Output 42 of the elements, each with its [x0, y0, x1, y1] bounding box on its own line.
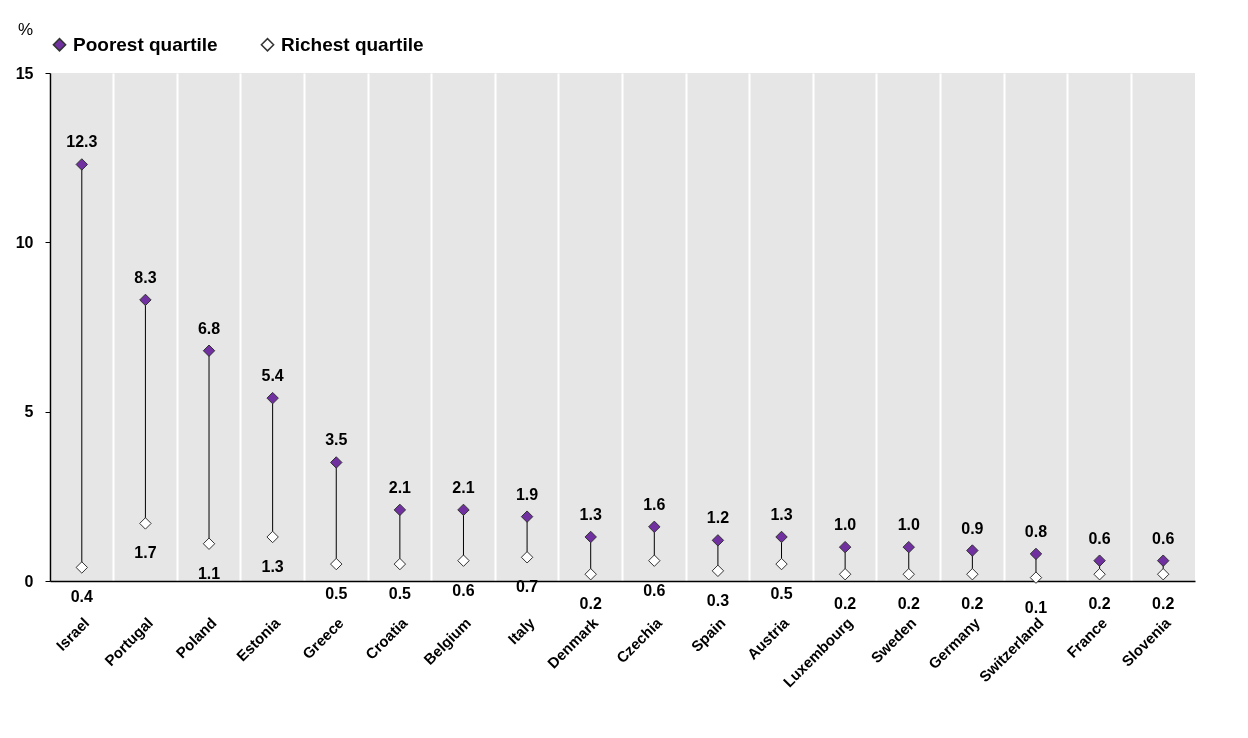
data-label: 0.2	[1088, 595, 1111, 613]
y-tick-label: 0	[24, 572, 34, 590]
data-label: 1.2	[706, 509, 730, 527]
data-label: 0.5	[325, 585, 348, 603]
data-label: 0.2	[961, 595, 984, 613]
data-label: 0.5	[770, 585, 793, 603]
data-label: 5.4	[261, 367, 284, 385]
y-tick-label: 5	[24, 403, 34, 421]
data-label: 1.3	[579, 505, 602, 523]
data-label: 0.9	[961, 519, 984, 537]
data-label: 0.2	[579, 595, 602, 613]
data-label: 0.6	[1088, 529, 1111, 547]
data-label: 0.6	[1152, 529, 1175, 547]
data-label: 8.3	[134, 268, 157, 286]
data-label: 0.6	[452, 581, 475, 599]
data-label: 0.8	[1024, 522, 1048, 540]
data-label: 0.6	[643, 581, 666, 599]
data-label: 0.2	[1152, 595, 1175, 613]
y-axis-title: %	[17, 19, 34, 39]
legend-label: Poorest quartile	[73, 33, 218, 55]
data-label: 2.1	[452, 478, 475, 496]
data-label: 0.2	[834, 595, 857, 613]
legend-label: Richest quartile	[281, 33, 424, 55]
data-label: 0.5	[388, 585, 412, 603]
data-label: 1.3	[261, 557, 284, 575]
data-label: 1.9	[515, 485, 539, 503]
data-label: 0.4	[70, 588, 94, 606]
data-label: 0.3	[706, 591, 730, 609]
data-label: 0.1	[1024, 598, 1048, 616]
data-label: 3.5	[325, 431, 348, 449]
data-label: 6.8	[197, 319, 221, 337]
data-label: 1.0	[897, 516, 920, 534]
data-label: 1.7	[134, 544, 157, 562]
data-label: 1.6	[643, 495, 666, 513]
data-label: 1.1	[197, 564, 221, 582]
data-label: 12.3	[66, 133, 98, 151]
data-label: 1.3	[770, 505, 793, 523]
data-label: 0.2	[897, 595, 920, 613]
data-label: 1.0	[834, 516, 857, 534]
data-label: 2.1	[388, 478, 412, 496]
y-tick-label: 10	[15, 233, 34, 251]
y-tick-label: 15	[15, 64, 34, 82]
